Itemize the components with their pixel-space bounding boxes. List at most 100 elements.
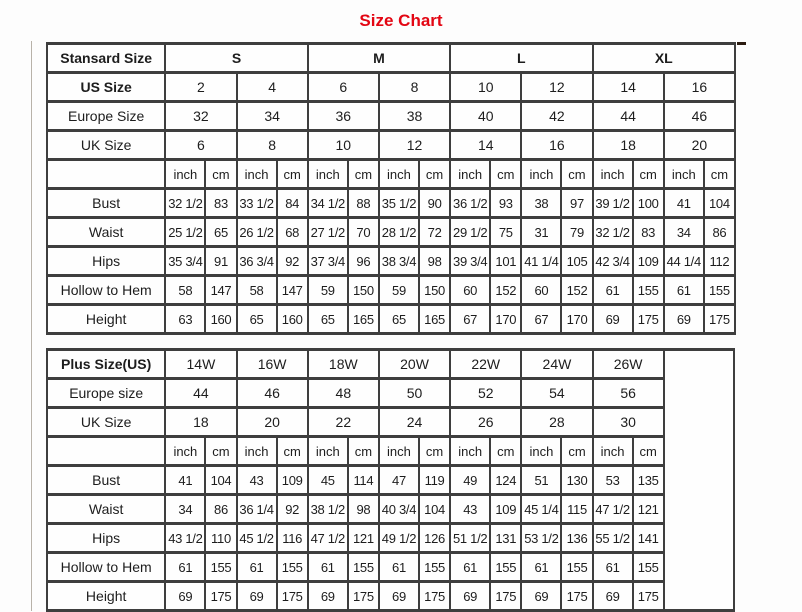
size-group-label: Plus Size(US): [45, 348, 167, 380]
measure-value: 38 1/2: [306, 493, 349, 525]
row-label: Waist: [45, 216, 167, 248]
measure-value: 61: [377, 551, 421, 583]
measure-value: 109: [275, 464, 309, 496]
size-conversion-row: UK Size 18 20 22 24 26 28 30: [45, 406, 734, 438]
measure-value: 65: [377, 303, 421, 335]
measure-value: 69: [591, 580, 634, 612]
page-title: Size Chart: [359, 11, 443, 30]
measurement-row: Waist 25 1/2 65 26 1/2 68 27 1/2 70 28 1/2 72 29 …: [45, 216, 737, 248]
unit-inch-label: inch: [235, 435, 278, 467]
unit-inch-label: inch: [591, 158, 634, 190]
measurement-row: Hips 35 3/4 91 36 3/4 92 37 3/4 96 38 3/4 98 39 3…: [45, 245, 737, 277]
plus-size-table: Plus Size(US) 14W 16W 18W 20W 22W 24W 26W Europe…: [45, 348, 736, 612]
measure-value: 27 1/2: [306, 216, 349, 248]
size-conversion-row: Europe Size 32 34 36 38 40 42 44 46: [45, 100, 737, 132]
measure-value: 47: [377, 464, 421, 496]
size-value: 34: [235, 100, 309, 132]
measure-value: 70: [346, 216, 380, 248]
measure-value: 38: [520, 187, 563, 219]
measure-value: 109: [489, 493, 523, 525]
measure-value: 49: [449, 464, 492, 496]
measure-value: 69: [520, 580, 563, 612]
size-value: 6: [306, 71, 380, 103]
unit-cm-label: cm: [631, 158, 665, 190]
size-conversion-row: UK Size 6 8 10 12 14 16 18 20: [45, 129, 737, 161]
measure-value: 36 3/4: [235, 245, 278, 277]
measure-value: 61: [306, 551, 349, 583]
size-value: 4: [235, 71, 309, 103]
measure-value: 150: [346, 274, 380, 306]
measure-value: 41 1/4: [520, 245, 563, 277]
size-value: 14: [591, 71, 665, 103]
measure-value: 155: [346, 551, 380, 583]
size-conversion-row: US Size 2 4 6 8 10 12 14 16: [45, 71, 737, 103]
row-label: Hollow to Hem: [45, 274, 167, 306]
measure-value: 98: [418, 245, 452, 277]
measure-value: 83: [631, 216, 665, 248]
measurement-row: Height 69 175 69 175 69 175 69 175 69 175 69 175 69 17…: [45, 580, 734, 612]
unit-cm-label: cm: [418, 435, 452, 467]
measure-value: 175: [346, 580, 380, 612]
measure-value: 33 1/2: [235, 187, 278, 219]
measure-value: 61: [520, 551, 563, 583]
unit-cm-label: cm: [631, 435, 665, 467]
size-value: 40: [449, 100, 523, 132]
measure-value: 51 1/2: [449, 522, 492, 554]
measure-value: 39 3/4: [449, 245, 492, 277]
measurement-row: Bust 41 104 43 109 45 114 47 119 49 124 51 130 53 135: [45, 464, 734, 496]
size-value: 52: [449, 377, 523, 409]
measure-value: 32 1/2: [164, 187, 207, 219]
measure-value: 152: [560, 274, 594, 306]
measure-value: 51: [520, 464, 563, 496]
measurement-row: Height 63 160 65 160 65 165 65 165 67 170 67 170 69 17…: [45, 303, 737, 335]
size-header: L: [449, 42, 594, 74]
size-header: 20W: [377, 348, 452, 380]
row-label: Europe Size: [45, 100, 167, 132]
measure-value: 135: [631, 464, 665, 496]
measure-value: 121: [631, 493, 665, 525]
measure-value: 49 1/2: [377, 522, 421, 554]
measure-value: 147: [204, 274, 238, 306]
measure-value: 65: [306, 303, 349, 335]
measure-value: 124: [489, 464, 523, 496]
measure-value: 28 1/2: [377, 216, 421, 248]
unit-inch-label: inch: [591, 435, 634, 467]
measure-value: 155: [204, 551, 238, 583]
measure-value: 53 1/2: [520, 522, 563, 554]
size-value: 14: [449, 129, 523, 161]
row-label: Europe size: [45, 377, 167, 409]
row-label: UK Size: [45, 129, 167, 161]
measure-value: 136: [560, 522, 594, 554]
size-value: 8: [377, 71, 452, 103]
measure-value: 36 1/2: [449, 187, 492, 219]
row-label: UK Size: [45, 406, 167, 438]
size-value: 12: [520, 71, 594, 103]
measure-value: 175: [275, 580, 309, 612]
unit-row: inch cm inch cm inch cm inch cm inch cm inch cm inch…: [45, 158, 737, 190]
unit-cm-label: cm: [204, 435, 238, 467]
row-label: Waist: [45, 493, 167, 525]
measure-value: 90: [418, 187, 452, 219]
measure-value: 155: [560, 551, 594, 583]
measure-value: 25 1/2: [164, 216, 207, 248]
size-header: 14W: [164, 348, 238, 380]
measure-value: 45 1/4: [520, 493, 563, 525]
unit-cm-label: cm: [346, 435, 380, 467]
size-value: 8: [235, 129, 309, 161]
size-value: 44: [591, 100, 665, 132]
top-border-extension: [737, 42, 746, 45]
measure-value: 100: [631, 187, 665, 219]
measure-value: 69: [235, 580, 278, 612]
measure-value: 175: [560, 580, 594, 612]
measure-value: 59: [377, 274, 421, 306]
measure-value: 175: [204, 580, 238, 612]
measure-value: 26 1/2: [235, 216, 278, 248]
size-value: 26: [449, 406, 523, 438]
measure-value: 38 3/4: [377, 245, 421, 277]
row-label: Height: [45, 303, 167, 335]
measure-value: 36 1/4: [235, 493, 278, 525]
measure-value: 116: [275, 522, 309, 554]
measure-value: 155: [489, 551, 523, 583]
measure-value: 43: [449, 493, 492, 525]
size-header-row: Plus Size(US) 14W 16W 18W 20W 22W 24W 26W: [45, 348, 736, 612]
